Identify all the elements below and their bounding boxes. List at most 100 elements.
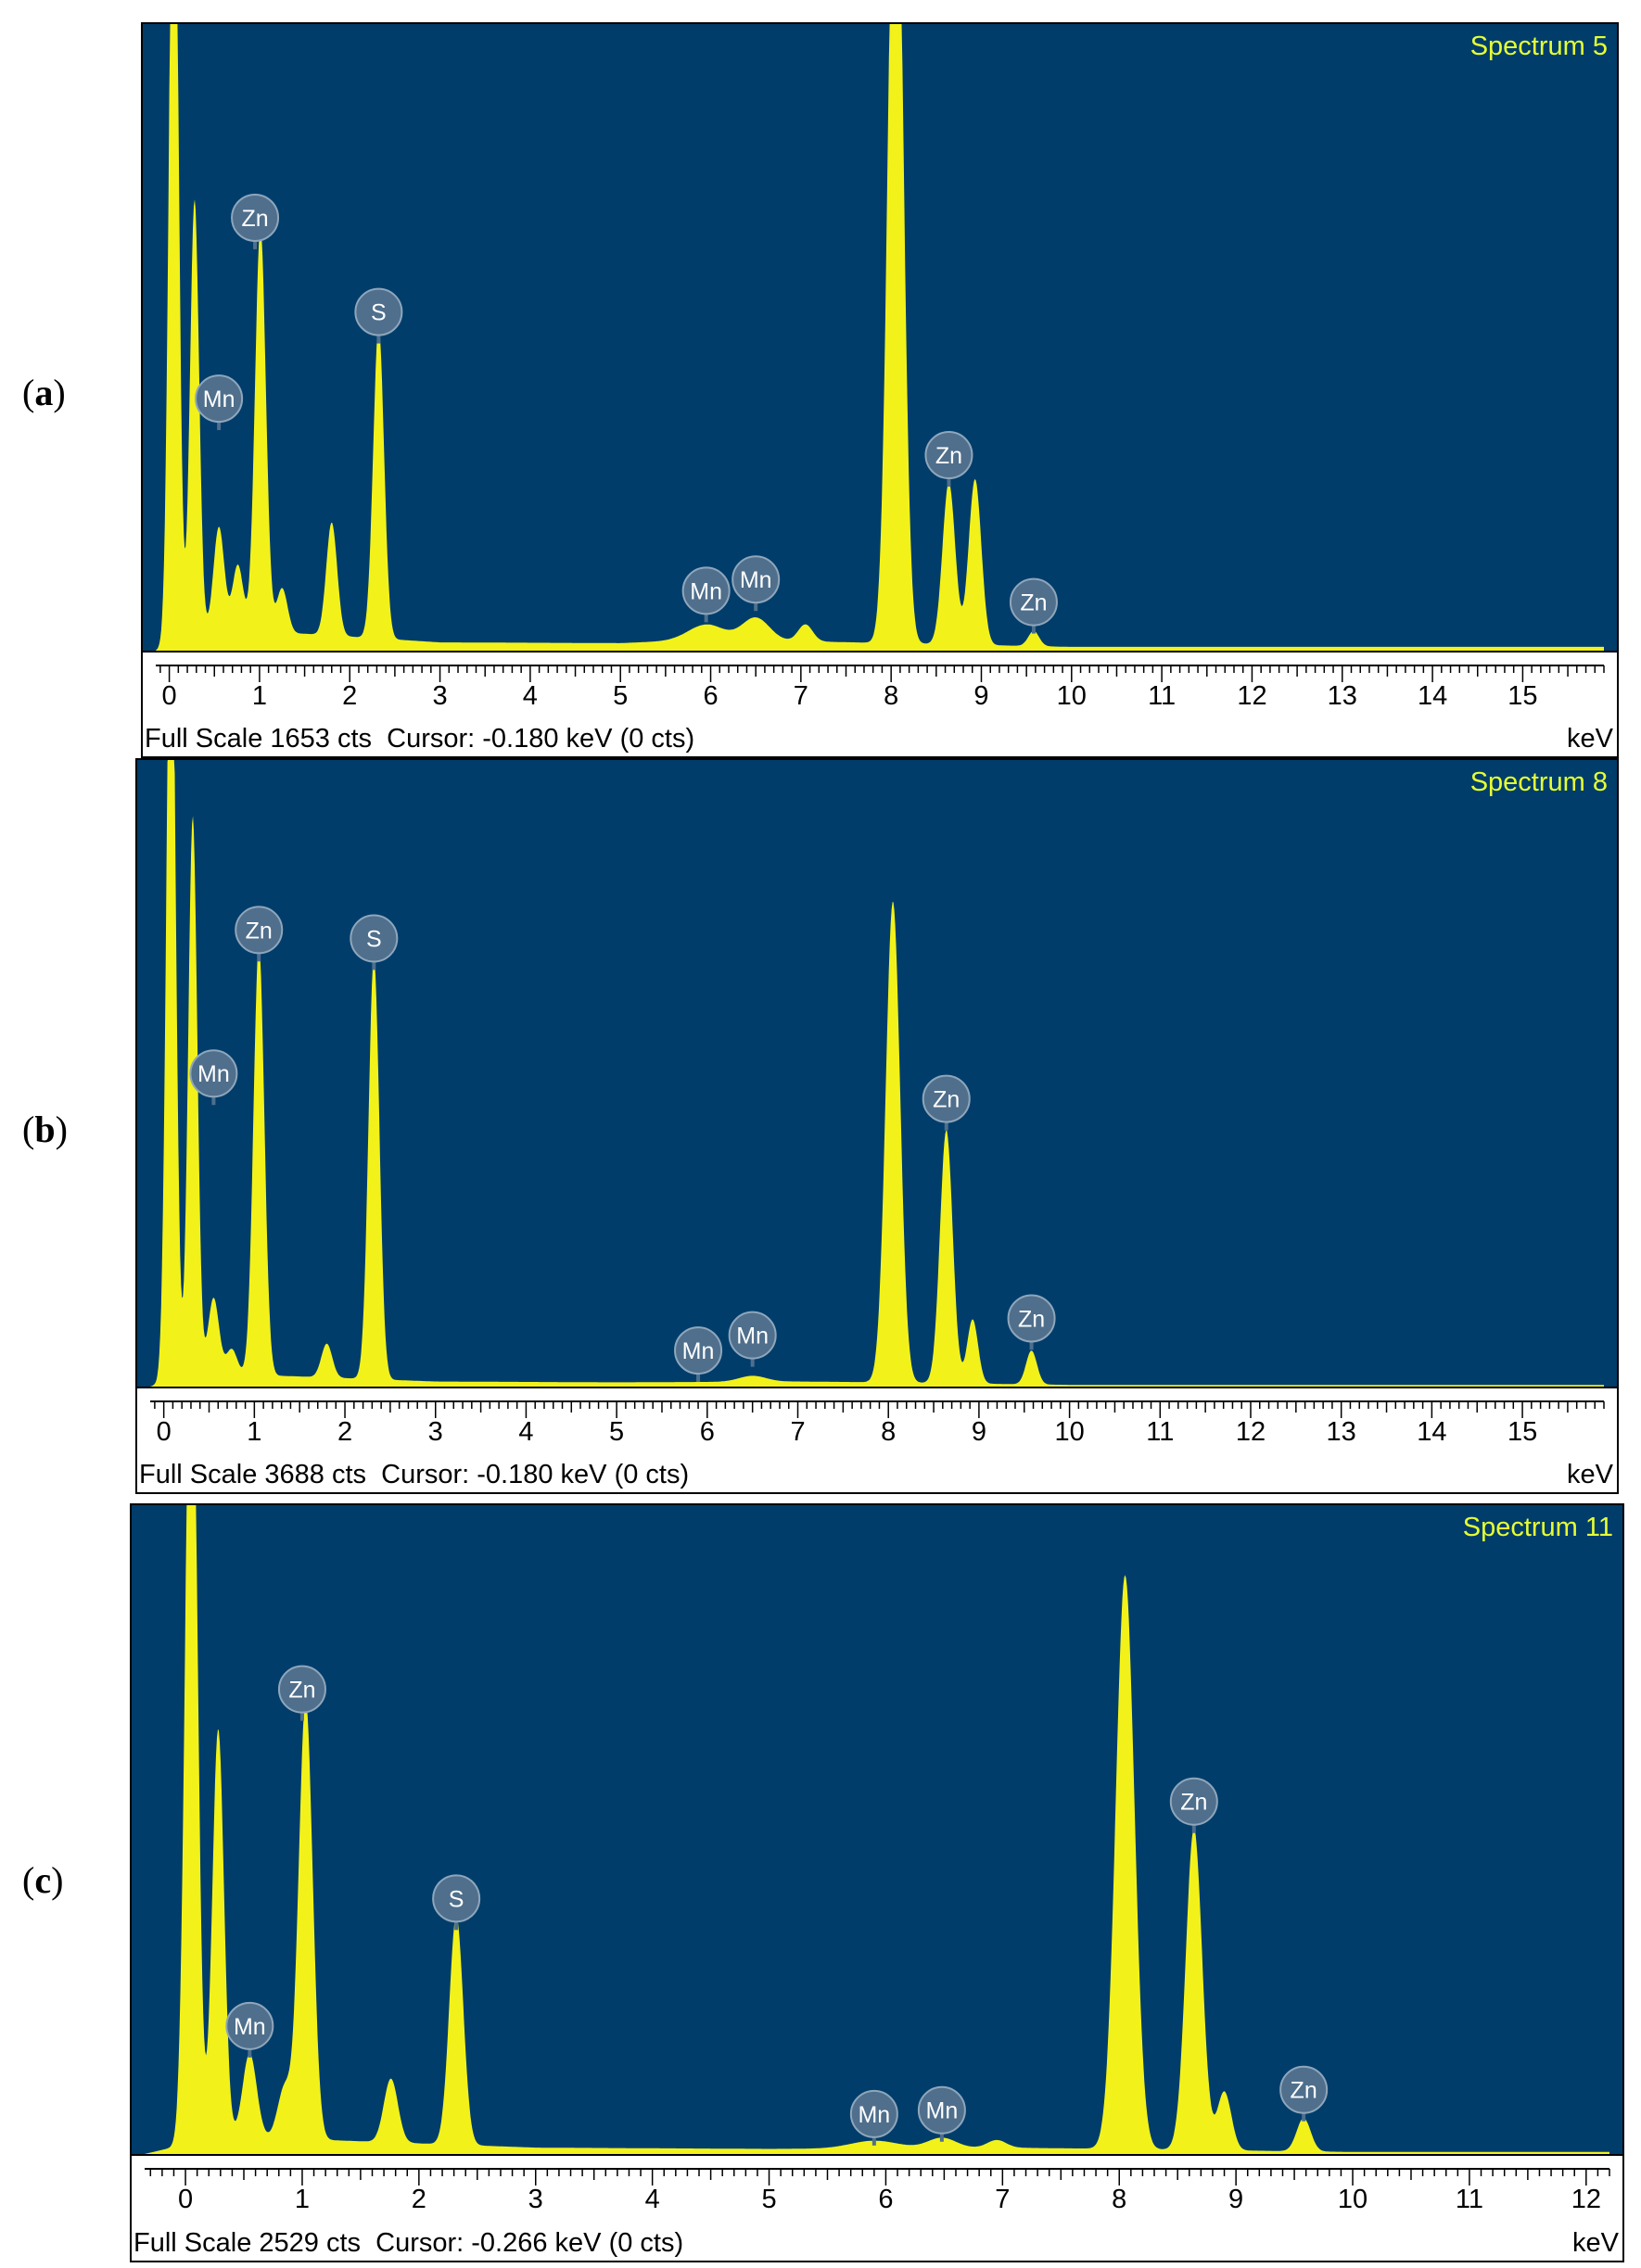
x-tick-label: 0: [178, 2185, 193, 2214]
spectrum-panel-a: Zn Mn S Mn Mn Zn Zn Spectrum 5 0 1 2 3 4 5 6 7 8 9 10 11 1…: [141, 22, 1619, 758]
axis-svg: 0 1 2 3 4 5 6 7 8 9 10 11 12 13 14 15: [156, 665, 1605, 711]
peak-marker-bubble: [1279, 2065, 1329, 2114]
peak-marker-bubble: [849, 2089, 898, 2138]
peak-marker-bubble: [235, 906, 284, 955]
spectrum-trace: [156, 24, 1604, 651]
x-tick-label: 4: [523, 681, 538, 711]
peak-marker-label: Zn: [1018, 1306, 1045, 1332]
x-tick-label: 2: [342, 681, 357, 711]
x-tick-label: 10: [1057, 681, 1087, 711]
x-tick-label: 4: [645, 2185, 660, 2214]
x-tick-label: 6: [703, 681, 718, 711]
x-tick-label: 9: [1228, 2185, 1243, 2214]
panel-label-c: (c): [22, 1859, 64, 1901]
peak-marker-label: Mn: [203, 386, 235, 412]
axis-unit-label: keV: [1572, 2228, 1619, 2258]
axis-unit-label: keV: [1567, 1460, 1613, 1489]
spectrum-plot-area[interactable]: Zn Mn S Mn Mn Zn Zn Spectrum 8: [137, 760, 1617, 1387]
peak-marker-bubble: [1169, 1777, 1218, 1826]
peak-marker: Zn: [1009, 577, 1058, 634]
peak-marker: Zn: [231, 193, 280, 249]
peak-marker-bubble: [922, 1074, 971, 1123]
peak-marker-label: S: [449, 1886, 464, 1912]
spectrum-trace: [150, 760, 1604, 1387]
energy-axis: 0 1 2 3 4 5 6 7 8 9 10 11 12 13 14 15 Full Scale 3688 c…: [137, 1387, 1617, 1492]
energy-axis: 0 1 2 3 4 5 6 7 8 9 10 11 12 Full Scale 2529 cts Cur…: [132, 2154, 1622, 2261]
x-tick-label: 7: [995, 2185, 1010, 2214]
x-tick-label: 4: [518, 1417, 533, 1447]
x-tick-label: 0: [162, 681, 177, 711]
x-tick-label: 6: [878, 2185, 893, 2214]
x-tick-label: 11: [1148, 681, 1176, 711]
x-tick-label: 1: [252, 681, 267, 711]
peak-marker: S: [432, 1874, 481, 1931]
peak-marker-bubble: [731, 555, 781, 604]
peak-marker-label: Zn: [241, 206, 268, 232]
peak-marker-bubble: [277, 1665, 326, 1714]
peak-marker-label: Mn: [197, 1061, 230, 1087]
peak-marker-label: Zn: [935, 443, 962, 469]
spectrum-title: Spectrum 11: [1462, 1513, 1613, 1542]
peak-marker: Mn: [674, 1326, 723, 1383]
peak-marker-label: Zn: [1291, 2078, 1317, 2104]
x-tick-label: 12: [1236, 1417, 1266, 1447]
spectrum-plot-area[interactable]: Zn Mn S Mn Mn Zn Zn Spectrum 11: [132, 1505, 1622, 2154]
peak-marker-bubble: [924, 431, 973, 480]
spectrum-trace: [145, 1505, 1609, 2154]
peak-marker-bubble: [231, 193, 280, 242]
peak-marker-bubble: [225, 2001, 274, 2050]
peak-marker: Zn: [1169, 1777, 1218, 1833]
full-scale-cursor-readout: Full Scale 2529 cts Cursor: -0.266 keV (…: [134, 2228, 684, 2258]
x-tick-label: 15: [1507, 1417, 1537, 1447]
peak-marker-label: Zn: [246, 918, 273, 944]
peak-marker-label: Mn: [858, 2102, 890, 2128]
peak-marker: Mn: [849, 2089, 898, 2146]
peak-marker: Zn: [277, 1665, 326, 1721]
peak-marker-bubble: [354, 287, 403, 336]
spectrum-plot-area[interactable]: Zn Mn S Mn Mn Zn Zn Spectrum 5: [143, 24, 1617, 651]
x-tick-label: 11: [1146, 1417, 1174, 1447]
peak-marker: Zn: [1007, 1294, 1056, 1350]
peak-marker: Mn: [189, 1049, 238, 1106]
peak-marker: Zn: [235, 906, 284, 962]
peak-marker-label: Zn: [933, 1087, 960, 1113]
peak-marker-bubble: [195, 374, 244, 424]
x-tick-label: 10: [1338, 2185, 1368, 2214]
x-tick-label: 7: [794, 681, 808, 711]
spectrum-svg: Zn Mn S Mn Mn Zn Zn: [145, 1505, 1609, 2154]
x-tick-label: 7: [790, 1417, 805, 1447]
x-tick-label: 1: [295, 2185, 310, 2214]
x-tick-label: 11: [1456, 2185, 1483, 2214]
peak-marker: Mn: [728, 1311, 777, 1367]
x-tick-label: 0: [157, 1417, 172, 1447]
peak-marker-label: Zn: [288, 1678, 315, 1704]
x-tick-label: 8: [884, 681, 898, 711]
peak-marker-label: Mn: [740, 567, 772, 593]
peak-marker-label: Mn: [690, 578, 722, 604]
x-tick-label: 3: [432, 681, 447, 711]
peak-marker: Mn: [195, 374, 244, 431]
peak-marker-label: Zn: [1180, 1790, 1207, 1816]
peak-marker-label: S: [366, 926, 382, 952]
spectrum-title: Spectrum 8: [1469, 767, 1608, 797]
peak-marker-bubble: [728, 1311, 777, 1360]
peak-marker-bubble: [1007, 1294, 1056, 1343]
x-tick-label: 15: [1507, 681, 1537, 711]
peak-marker: Mn: [681, 566, 731, 623]
energy-axis: 0 1 2 3 4 5 6 7 8 9 10 11 12 13 14 15 Full Scale 1653 c…: [143, 651, 1617, 756]
axis-svg: 0 1 2 3 4 5 6 7 8 9 10 11 12 13 14 15: [150, 1400, 1605, 1447]
peak-marker: S: [350, 914, 399, 970]
panel-label-b: (b): [22, 1109, 68, 1150]
x-tick-label: 14: [1417, 1417, 1446, 1447]
x-tick-label: 13: [1328, 681, 1357, 711]
panel-label-a: (a): [22, 372, 66, 413]
x-tick-label: 5: [613, 681, 628, 711]
full-scale-cursor-readout: Full Scale 1653 cts Cursor: -0.180 keV (…: [145, 724, 695, 754]
peak-marker-bubble: [432, 1874, 481, 1923]
x-tick-label: 12: [1237, 681, 1266, 711]
x-tick-label: 3: [428, 1417, 443, 1447]
peak-marker-bubble: [674, 1326, 723, 1375]
spectrum-svg: Zn Mn S Mn Mn Zn Zn: [156, 24, 1604, 651]
spectrum-title: Spectrum 5: [1469, 32, 1608, 61]
x-tick-label: 6: [700, 1417, 715, 1447]
